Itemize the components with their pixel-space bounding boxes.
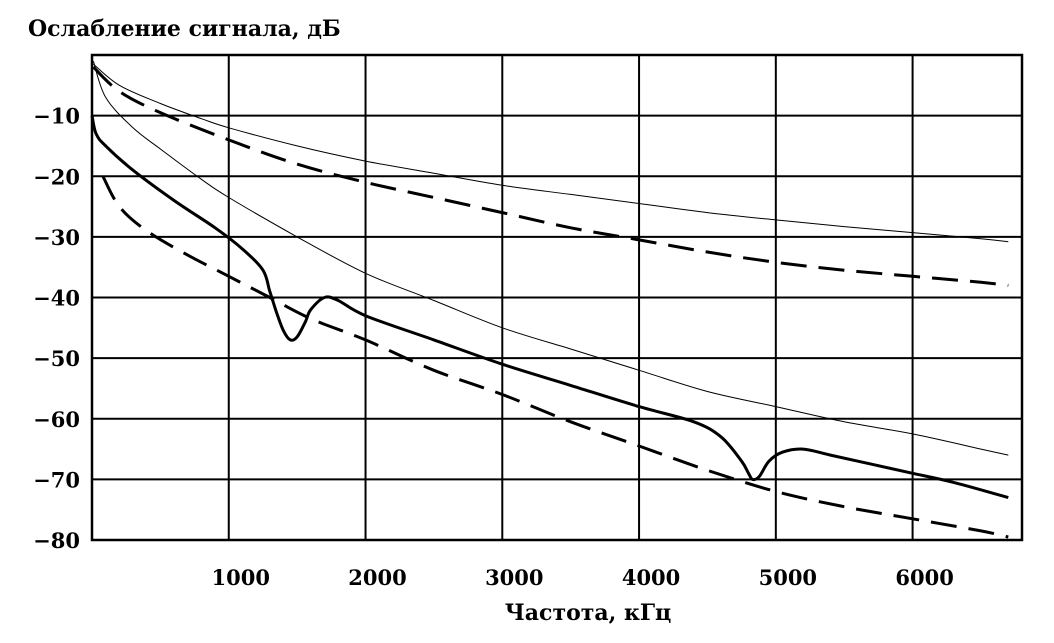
- y-tick-label: −50: [33, 346, 80, 371]
- plot-border: [90, 53, 1024, 542]
- y-tick-label: −10: [33, 104, 80, 129]
- grid: [92, 55, 1022, 540]
- y-tick-label: −60: [33, 407, 80, 432]
- y-tick-label: −40: [33, 286, 80, 311]
- x-tick-label: 3000: [485, 565, 543, 590]
- x-tick-label: 6000: [895, 565, 953, 590]
- plot-frame: [90, 53, 1024, 542]
- tick-labels: 1000 2000 3000 4000 5000 6000 −10 −20 −30 −40 −50 −…: [33, 104, 954, 590]
- x-tick-label: 5000: [759, 565, 817, 590]
- x-axis-title: Частота, кГц: [505, 600, 672, 626]
- series-line-1: [93, 63, 1009, 243]
- series-line-3: [92, 60, 1009, 456]
- y-tick-label: −70: [33, 467, 80, 492]
- series-line-4: [90, 115, 1009, 500]
- x-tick-label: 2000: [348, 565, 406, 590]
- series-group: [90, 60, 1009, 539]
- y-tick-label: −80: [33, 528, 80, 553]
- y-axis-title: Ослабление сигнала, дБ: [28, 16, 341, 42]
- x-tick-label: 1000: [212, 565, 270, 590]
- y-tick-label: −30: [33, 225, 80, 250]
- series-line-5: [101, 175, 1009, 539]
- y-tick-label: −20: [33, 164, 80, 189]
- x-tick-label: 4000: [622, 565, 680, 590]
- series-line-2: [92, 66, 1009, 287]
